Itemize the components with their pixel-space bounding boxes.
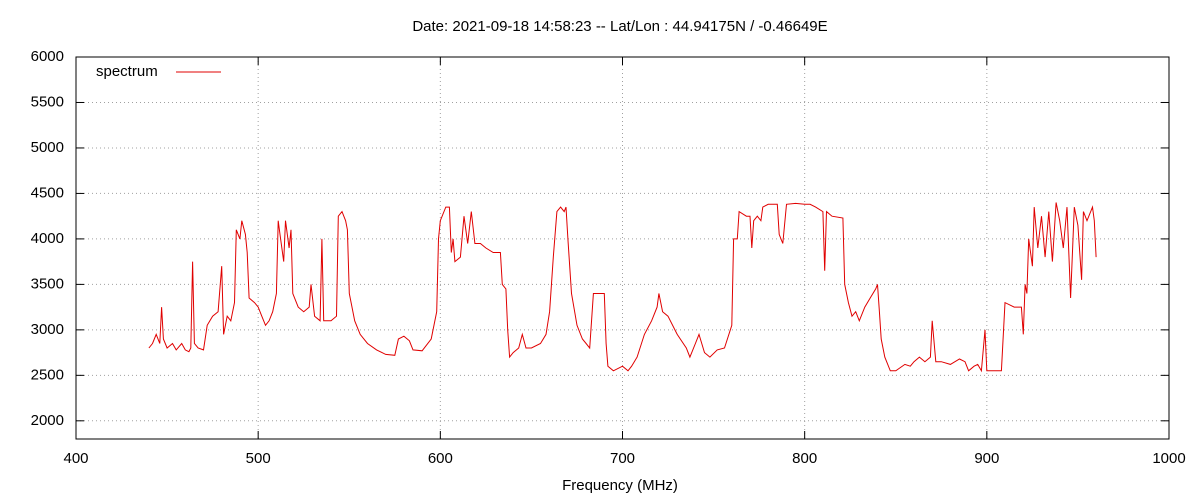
chart-title: Date: 2021-09-18 14:58:23 -- Lat/Lon : 4… xyxy=(412,18,827,35)
y-tick-label: 3500 xyxy=(31,275,64,292)
plot-frame xyxy=(75,56,1170,440)
y-tick-label: 6000 xyxy=(31,48,64,65)
x-tick-label: 1000 xyxy=(1152,450,1185,467)
y-tick-label: 4500 xyxy=(31,184,64,201)
x-tick-label: 400 xyxy=(63,450,88,467)
x-axis-label: Frequency (MHz) xyxy=(562,477,678,494)
legend-label: spectrum xyxy=(96,63,158,80)
x-tick-label: 800 xyxy=(792,450,817,467)
x-tick-label: 700 xyxy=(610,450,635,467)
x-tick-label: 500 xyxy=(246,450,271,467)
y-tick-label: 2500 xyxy=(31,366,64,383)
x-tick-label: 900 xyxy=(974,450,999,467)
x-tick-label: 600 xyxy=(428,450,453,467)
spectrum-line xyxy=(148,202,1097,373)
y-tick-label: 5500 xyxy=(31,93,64,110)
y-tick-label: 4000 xyxy=(31,230,64,247)
y-tick-label: 3000 xyxy=(31,321,64,338)
y-tick-label: 5000 xyxy=(31,139,64,156)
y-tick-label: 2000 xyxy=(31,412,64,429)
